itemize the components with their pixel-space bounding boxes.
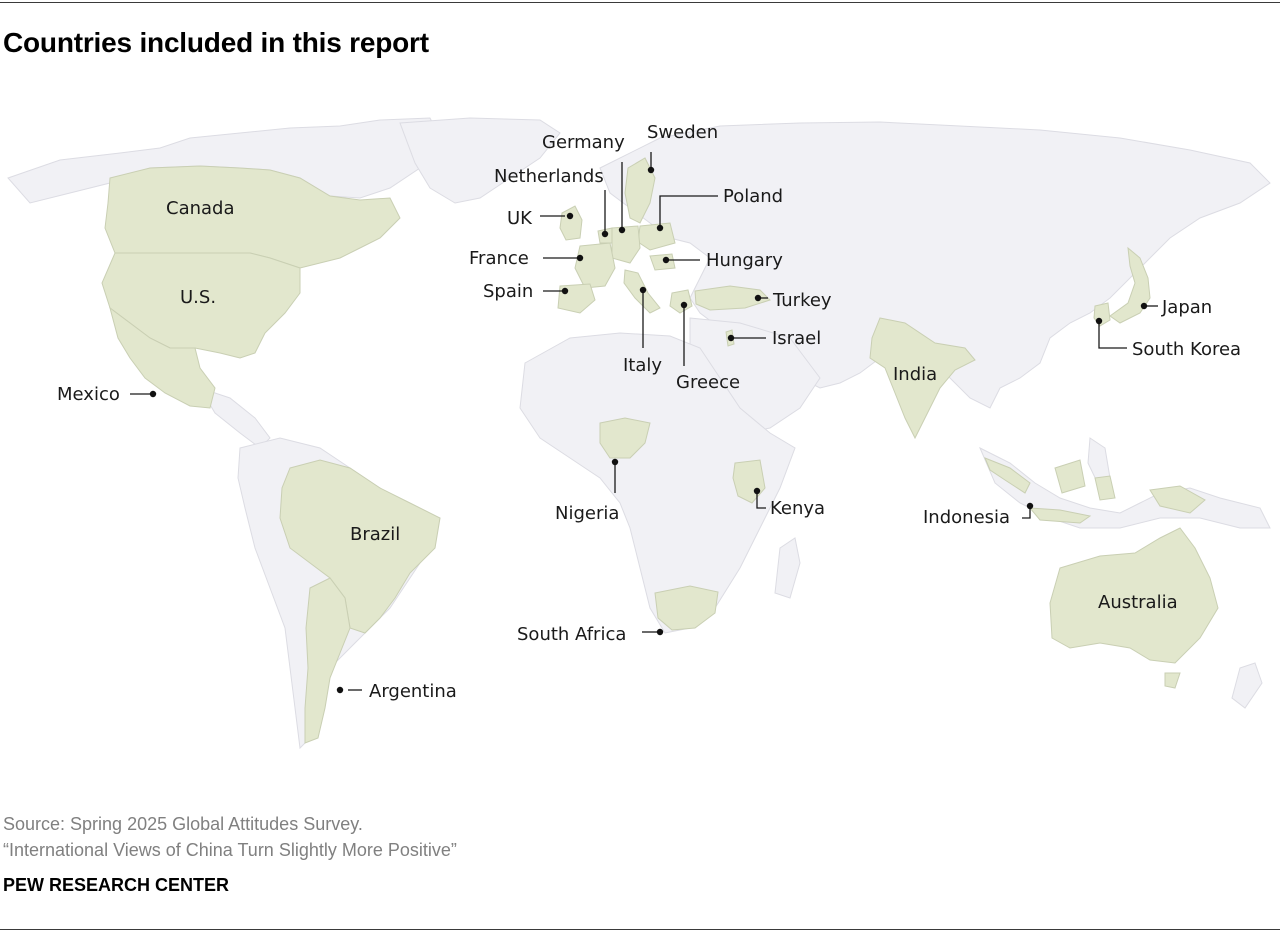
country-labels: Canada U.S. Mexico Brazil Argentina UK N…: [57, 122, 1241, 702]
label-japan: Japan: [1161, 297, 1212, 318]
page-title: Countries included in this report: [3, 27, 429, 58]
country-germany: [611, 225, 641, 264]
bottom-rule: [0, 929, 1280, 930]
source-note: Source: Spring 2025 Global Attitudes Sur…: [3, 811, 457, 863]
label-kenya: Kenya: [770, 498, 825, 519]
label-turkey: Turkey: [772, 290, 832, 311]
label-us: U.S.: [180, 287, 216, 308]
label-greece: Greece: [676, 372, 740, 393]
label-israel: Israel: [772, 328, 821, 349]
label-sweden: Sweden: [647, 122, 718, 143]
country-hungary: [649, 253, 676, 271]
country-japan: [1109, 246, 1151, 324]
label-uk: UK: [507, 208, 533, 229]
surveyed-countries: [101, 157, 1219, 744]
label-indonesia: Indonesia: [923, 507, 1010, 528]
country-south-africa: [654, 585, 719, 631]
label-germany: Germany: [542, 132, 625, 153]
label-hungary: Hungary: [706, 250, 783, 271]
country-poland: [637, 222, 676, 251]
label-poland: Poland: [723, 186, 783, 207]
label-south-africa: South Africa: [517, 624, 626, 645]
label-argentina: Argentina: [369, 681, 457, 702]
label-mexico: Mexico: [57, 384, 120, 405]
country-uk: [559, 205, 583, 241]
country-nigeria: [599, 417, 651, 459]
label-india: India: [893, 364, 937, 385]
country-australia: [1049, 527, 1219, 689]
country-argentina: [304, 577, 351, 744]
source-line: Source: Spring 2025 Global Attitudes Sur…: [3, 814, 363, 834]
label-australia: Australia: [1098, 592, 1178, 613]
label-south-korea: South Korea: [1132, 339, 1241, 360]
label-france: France: [469, 248, 529, 269]
country-india: [869, 317, 976, 440]
country-indonesia: [984, 457, 1206, 524]
report-title-line: “International Views of China Turn Sligh…: [3, 840, 457, 860]
country-turkey: [694, 285, 771, 311]
leader-lines: [130, 152, 1158, 694]
country-france: [574, 242, 616, 289]
brand-footer: PEW RESEARCH CENTER: [3, 875, 230, 895]
world-map: Canada U.S. Mexico Brazil Argentina UK N…: [7, 117, 1271, 750]
top-rule: [0, 2, 1280, 3]
label-canada: Canada: [166, 198, 235, 219]
country-greece: [669, 289, 693, 314]
country-sweden: [624, 157, 656, 224]
country-mexico: [109, 306, 216, 409]
label-netherlands: Netherlands: [494, 166, 604, 187]
country-brazil: [279, 459, 441, 634]
label-nigeria: Nigeria: [555, 503, 619, 524]
label-italy: Italy: [623, 355, 662, 376]
label-brazil: Brazil: [350, 524, 400, 545]
label-spain: Spain: [483, 281, 533, 302]
